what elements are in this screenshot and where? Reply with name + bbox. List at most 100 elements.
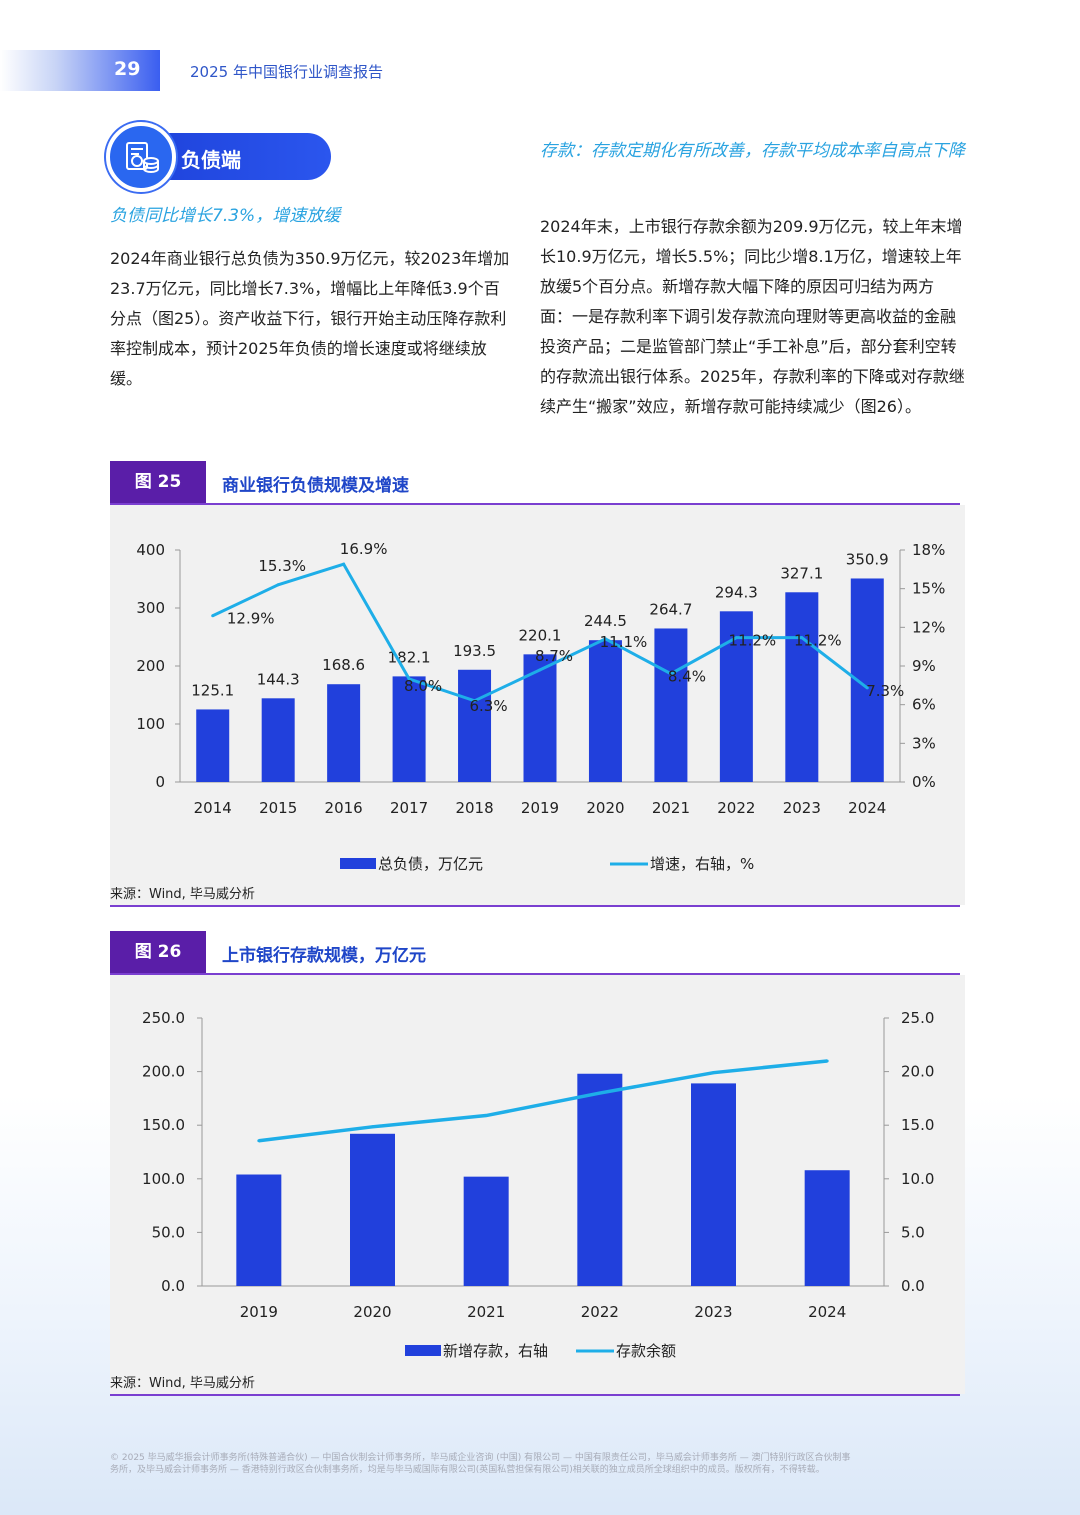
legend-line-label: 存款余额: [616, 1342, 676, 1360]
figure-25-title: 商业银行负债规模及增速: [222, 476, 409, 496]
growth-value-label: 8.7%: [535, 647, 573, 665]
x-tick-label: 2021: [467, 1303, 505, 1321]
bar: [719, 611, 753, 782]
right-tick-label: 5.0: [901, 1223, 925, 1241]
x-tick-label: 2019: [521, 799, 559, 817]
left-tick-label: 100.0: [142, 1170, 185, 1188]
right-tick-label: 6%: [912, 696, 936, 714]
bar-value-label: 350.9: [846, 550, 889, 568]
bar: [196, 709, 230, 782]
bar: [785, 592, 819, 782]
left-tick-label: 200.0: [142, 1063, 185, 1081]
left-tick-label: 0.0: [161, 1277, 185, 1295]
figure-26-chart-area: 0.0 50.0 100.0 150.0 200.0 250.0 0.0 5.0 10.0 15.…: [110, 975, 965, 1394]
left-tick-label: 200: [136, 657, 165, 675]
left-tick-label: 400: [136, 541, 165, 559]
right-tick-label: 3%: [912, 734, 936, 752]
growth-value-label: 15.3%: [258, 557, 306, 575]
left-subhead: 负债同比增长7.3%，增速放缓: [110, 206, 341, 226]
bar: [261, 698, 295, 782]
growth-value-label: 16.9%: [340, 540, 388, 558]
right-tick-label: 12%: [912, 618, 945, 636]
bar-value-label: 264.7: [649, 600, 692, 618]
deposit-balance-point: [257, 1139, 261, 1143]
growth-point: [669, 672, 673, 676]
x-tick-label: 2019: [240, 1303, 278, 1321]
bar: [327, 684, 361, 782]
bar: [392, 676, 426, 782]
legend-bar-swatch: [340, 858, 376, 869]
copyright-footer: © 2025 毕马威华振会计师事务所(特殊普通合伙) — 中国合伙制会计师事务所…: [110, 1452, 970, 1476]
growth-point: [407, 677, 411, 681]
bar-value-label: 244.5: [584, 612, 627, 630]
growth-point: [473, 699, 477, 703]
figure-26-tag: 图 26: [110, 931, 206, 973]
figure-26-chart: 0.0 50.0 100.0 150.0 200.0 250.0 0.0 5.0 10.0 15.…: [142, 1009, 934, 1360]
left-tick-label: 100: [136, 715, 165, 733]
x-tick-label: 2018: [455, 799, 493, 817]
bar: [588, 640, 622, 782]
x-tick-label: 2024: [848, 799, 886, 817]
legend-line-label: 增速，右轴，%: [650, 855, 754, 873]
right-tick-label: 15%: [912, 580, 945, 598]
deposit-balance-point: [484, 1114, 488, 1118]
x-tick-label: 2024: [808, 1303, 846, 1321]
x-tick-label: 2022: [717, 799, 755, 817]
x-tick-label: 2016: [325, 799, 363, 817]
figure-26-source: 来源：Wind, 毕马威分析: [110, 1376, 255, 1391]
deposit-balance-point: [825, 1059, 829, 1063]
right-paragraph: 2024年末，上市银行存款余额为209.9万亿元，较上年末增长10.9万亿元，增…: [540, 217, 965, 416]
right-tick-label: 25.0: [901, 1009, 934, 1027]
left-tick-label: 0: [155, 773, 165, 791]
bar-value-label: 294.3: [715, 583, 758, 601]
growth-point: [538, 668, 542, 672]
x-tick-label: 2022: [581, 1303, 619, 1321]
growth-value-label: 11.2%: [794, 632, 842, 650]
bar: [577, 1073, 623, 1286]
x-tick-label: 2017: [390, 799, 428, 817]
x-tick-label: 2014: [194, 799, 232, 817]
right-tick-label: 18%: [912, 541, 945, 559]
right-tick-label: 15.0: [901, 1116, 934, 1134]
left-paragraph: 2024年商业银行总负债为350.9万亿元，较2023年增加23.7万亿元，同比…: [110, 249, 510, 388]
bar: [654, 628, 688, 782]
left-tick-label: 150.0: [142, 1116, 185, 1134]
growth-value-label: 12.9%: [227, 610, 275, 628]
growth-point: [276, 583, 280, 587]
x-tick-label: 2020: [353, 1303, 391, 1321]
legend-bar-label: 总负债，万亿元: [378, 855, 483, 873]
deposit-balance-line: [258, 1059, 828, 1143]
growth-point: [865, 686, 869, 690]
growth-point: [211, 614, 215, 618]
x-tick-label: 2021: [652, 799, 690, 817]
bar-value-label: 144.3: [257, 670, 300, 688]
x-tick-label: 2020: [586, 799, 624, 817]
growth-point: [800, 636, 804, 640]
x-tick-label: 2015: [259, 799, 297, 817]
growth-point: [734, 636, 738, 640]
growth-value-label: 8.0%: [404, 677, 442, 695]
deposit-balance-point: [598, 1091, 602, 1095]
bar: [350, 1133, 395, 1286]
bar: [691, 1083, 736, 1286]
growth-point: [342, 562, 346, 566]
growth-value-label: 11.2%: [729, 632, 777, 650]
growth-point: [603, 637, 607, 641]
x-tick-label: 2023: [783, 799, 821, 817]
report-title: 2025 年中国银行业调查报告: [190, 63, 383, 81]
figure-25-divider: [110, 905, 960, 907]
legend-bar-label: 新增存款，右轴: [443, 1342, 548, 1360]
x-tick-label: 2023: [694, 1303, 732, 1321]
bar-value-label: 168.6: [322, 656, 365, 674]
growth-value-label: 6.3%: [469, 697, 507, 715]
bar-value-label: 220.1: [519, 626, 562, 644]
copyright-line-2: 务所，及毕马威会计师事务所 — 香港特别行政区合伙制事务所，均是与毕马威国际有限…: [110, 1465, 825, 1475]
figure-26-divider: [110, 1394, 960, 1396]
right-tick-label: 10.0: [901, 1170, 934, 1188]
figure-26-header: 图 26 上市银行存款规模，万亿元: [110, 931, 960, 975]
figure-25-header: 图 25 商业银行负债规模及增速: [110, 461, 960, 505]
figure-25-tag: 图 25: [110, 461, 206, 503]
right-tick-label: 20.0: [901, 1063, 934, 1081]
page-number-bar: [0, 50, 160, 91]
bar-value-label: 327.1: [780, 564, 823, 582]
